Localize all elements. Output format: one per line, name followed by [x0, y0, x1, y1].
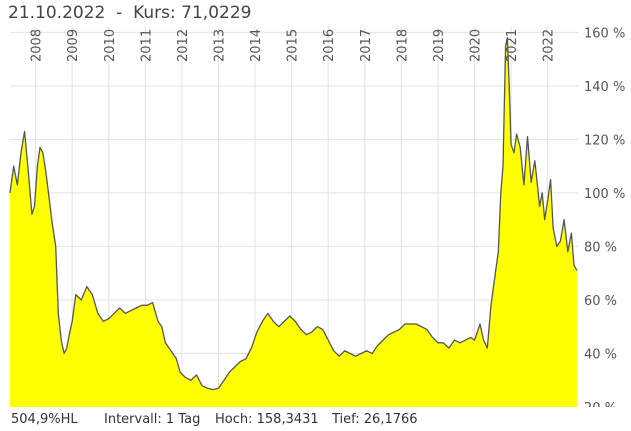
x-tick-label: 2016: [322, 29, 337, 62]
x-tick-label: 2011: [139, 29, 154, 62]
header-separator: -: [116, 3, 123, 23]
x-tick-label: 2014: [249, 29, 264, 62]
x-tick-label: 2008: [30, 29, 45, 62]
y-tick-label: 160 %: [584, 26, 625, 41]
x-tick-label: 2022: [542, 29, 557, 62]
header-kurs-label: Kurs:: [133, 3, 176, 23]
footer-high: Hoch: 158,3431: [215, 412, 319, 427]
x-tick-label: 2012: [176, 29, 191, 62]
header-kurs-value: 71,0229: [181, 3, 252, 23]
performance-chart: 20 % 40 % 60 % 80 % 100 % 120 % 140 % 160 % 200…: [9, 26, 625, 407]
y-tick-label: 60 %: [584, 294, 617, 309]
x-tick-label: 2017: [359, 29, 374, 62]
x-tick-label: 2015: [286, 29, 301, 62]
x-tick-label: 2013: [212, 29, 227, 62]
x-tick-label: 2020: [468, 29, 483, 62]
area-layer: [9, 37, 578, 407]
x-axis-ticks: 2008 2009 2010 2011 2012 2013 2014 2015 2016 2017…: [30, 29, 557, 62]
footer-performance: 504,9%HL: [11, 412, 78, 427]
price-line: [9, 37, 578, 391]
y-tick-label: 140 %: [584, 80, 625, 95]
x-tick-label: 2019: [432, 29, 447, 62]
y-tick-label: 120 %: [584, 133, 625, 148]
footer-interval: Intervall: 1 Tag: [104, 412, 201, 427]
y-tick-label: 100 %: [584, 187, 625, 202]
y-tick-label: 80 %: [584, 240, 617, 255]
chart-footer: 504,9%HL Intervall: 1 Tag Hoch: 158,3431…: [0, 407, 631, 431]
chart-header: 21.10.2022 - Kurs: 71,0229: [8, 3, 251, 23]
footer-low: Tief: 26,1766: [332, 412, 418, 427]
header-date: 21.10.2022: [8, 3, 106, 23]
y-tick-label: 20 %: [584, 401, 617, 407]
x-tick-label: 2018: [395, 29, 410, 62]
y-axis-ticks: 20 % 40 % 60 % 80 % 100 % 120 % 140 % 160 %: [584, 26, 625, 407]
area-fill: [10, 37, 577, 407]
y-tick-label: 40 %: [584, 347, 617, 362]
x-tick-label: 2009: [66, 29, 81, 62]
x-tick-label: 2021: [505, 29, 520, 62]
x-tick-label: 2010: [103, 29, 118, 62]
